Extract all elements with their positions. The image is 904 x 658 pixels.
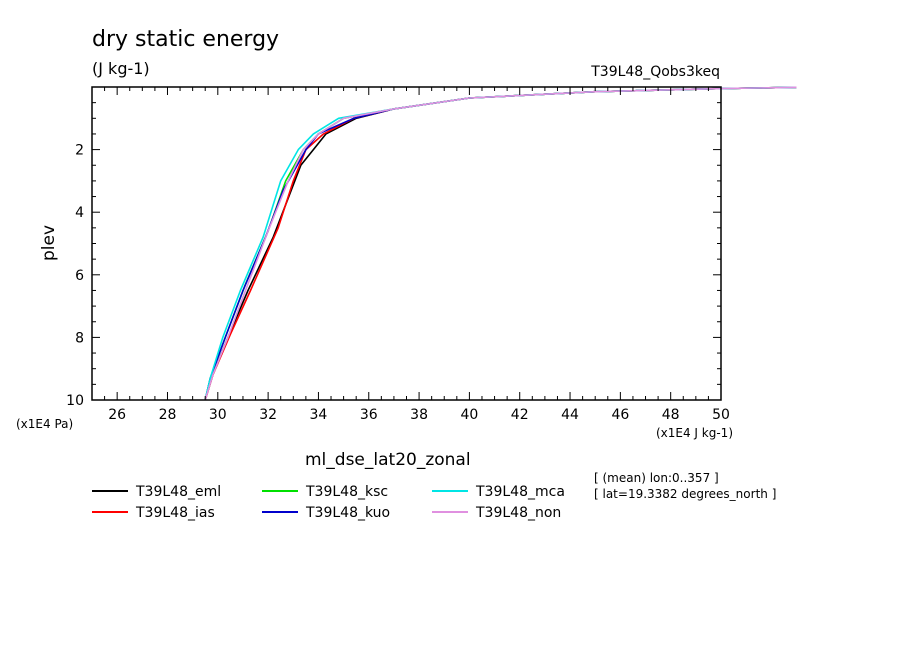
x-tick-label: 38 [410, 407, 428, 423]
legend-label: T39L48_kuo [305, 505, 390, 521]
y-tick-label: 4 [75, 205, 84, 221]
y-axis-label: plev [39, 225, 59, 261]
legend-label: T39L48_non [475, 505, 561, 521]
x-tick-label: 40 [460, 407, 478, 423]
series-line-t39l48-kuo [204, 86, 797, 401]
y-tick-label: 2 [75, 143, 84, 159]
x-tick-label: 28 [159, 407, 177, 423]
x-tick-label: 26 [108, 407, 126, 423]
y-tick-label: 6 [75, 268, 84, 284]
series-line-t39l48-mca [204, 86, 797, 401]
info-line-2: [ lat=19.3382 degrees_north ] [594, 487, 776, 501]
legend-label: T39L48_mca [475, 484, 565, 500]
run-label: T39L48_Qobs3keq [590, 64, 720, 80]
x-tick-label: 30 [209, 407, 227, 423]
info-line-1: [ (mean) lon:0..357 ] [594, 471, 719, 485]
series-line-t39l48-ias [204, 86, 797, 401]
x-tick-label: 50 [712, 407, 730, 423]
x-tick-label: 32 [259, 407, 277, 423]
x-tick-label: 36 [360, 407, 378, 423]
x-scale-label: (x1E4 J kg-1) [656, 426, 733, 440]
series-line-t39l48-ksc [204, 86, 797, 401]
x-axis-label: ml_dse_lat20_zonal [305, 450, 471, 470]
series-line-t39l48-eml [204, 86, 797, 401]
x-tick-label: 34 [310, 407, 328, 423]
chart-title: dry static energy [92, 27, 279, 52]
y-tick-label: 10 [66, 393, 84, 409]
x-tick-label: 48 [662, 407, 680, 423]
x-tick-label: 46 [611, 407, 629, 423]
series-line-t39l48-non [204, 86, 797, 401]
legend-label: T39L48_eml [135, 484, 221, 500]
chart-units: (J kg-1) [92, 59, 150, 78]
legend: T39L48_eml T39L48_ias T39L48_ksc T39L48_kuo… [92, 484, 565, 521]
y-scale-label: (x1E4 Pa) [16, 417, 73, 431]
y-tick-label: 8 [75, 330, 84, 346]
x-tick-label: 44 [561, 407, 579, 423]
x-tick-label: 42 [511, 407, 529, 423]
legend-label: T39L48_ksc [305, 484, 388, 500]
series-layer [204, 86, 797, 401]
legend-label: T39L48_ias [135, 505, 215, 521]
plot-frame [91, 86, 722, 401]
